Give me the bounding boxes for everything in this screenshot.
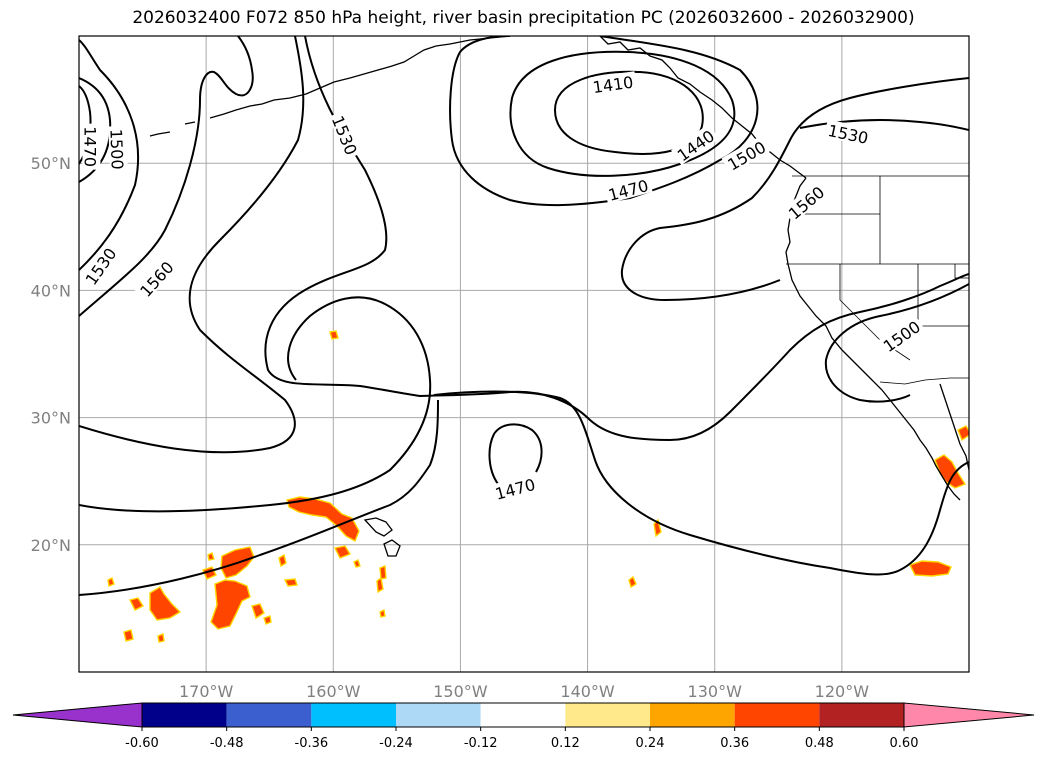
precip-blob-13 — [207, 552, 215, 561]
lon-tick-label: 140°W — [560, 682, 615, 701]
contour-label-group: 1500 — [106, 125, 128, 173]
lon-tick-label: 130°W — [688, 682, 743, 701]
colorbar-segment — [565, 703, 650, 727]
contour-label-bg — [133, 255, 178, 302]
contour-label-group: 1410 — [588, 71, 637, 97]
precip-blob-8 — [379, 564, 387, 580]
precip-blob-15 — [157, 633, 165, 643]
contour-1530-west — [79, 39, 139, 271]
contour-1560-west — [79, 36, 254, 317]
precip-blob-17 — [263, 615, 272, 625]
hawaii-main — [363, 517, 393, 537]
precip-blob-12 — [107, 577, 115, 587]
colorbar-segment — [396, 703, 481, 727]
colorbar-extend-low — [12, 702, 143, 728]
contour-1500-big — [79, 36, 305, 454]
contour-1470-south — [488, 423, 543, 485]
colorbar-tick-label: -0.36 — [295, 736, 329, 751]
contour-label-bg — [108, 125, 128, 173]
colorbar-segment — [142, 703, 227, 727]
baja-gulf-coast — [939, 383, 969, 471]
contour-label-bg — [671, 124, 720, 166]
us-mexico-border — [879, 377, 969, 385]
alaska-coast — [599, 36, 807, 179]
contour-label: 1470 — [80, 126, 99, 167]
colorbar: -0.60 -0.48 -0.36 -0.24 -0.12 0.12 0.24 0.36 0.4… — [12, 702, 1035, 751]
colorbar-segment — [480, 703, 566, 727]
precip-blob-4 — [251, 603, 265, 620]
colorbar-segment — [226, 703, 312, 727]
colorbar-segment — [650, 703, 735, 727]
colorbar-tick-label: -0.48 — [210, 736, 244, 751]
lon-tick-label: 170°W — [179, 682, 234, 701]
contour-1500-east — [824, 283, 969, 403]
latitude-tick-labels: 20°N 30°N 40°N 50°N — [31, 154, 71, 555]
precip-blob-5 — [283, 578, 298, 587]
contour-label-bg — [721, 135, 771, 174]
precip-area-hawaii-north — [286, 496, 360, 542]
colorbar-tick-label: 0.60 — [890, 736, 919, 751]
aleutian-chain — [149, 45, 437, 137]
colorbar-segment — [311, 703, 396, 727]
contour-mid-long — [264, 36, 969, 442]
california-coast — [787, 263, 961, 501]
precip-blob-3 — [128, 597, 145, 611]
colorbar-tick-label: 0.48 — [805, 736, 834, 751]
precip-area-mexico-coast — [957, 425, 969, 442]
colorbar-segment — [734, 703, 820, 727]
longitude-tick-labels: 170°W 160°W 150°W 140°W 130°W 120°W — [179, 682, 869, 701]
contour-lower-long — [79, 399, 439, 596]
contour-1500-west — [79, 77, 112, 183]
colorbar-extend-high — [903, 702, 1035, 728]
contour-label-bg — [782, 180, 830, 224]
lon-tick-label: 150°W — [433, 682, 488, 701]
lat-tick-label: 50°N — [31, 154, 71, 173]
colorbar-tick-label: 0.36 — [720, 736, 749, 751]
map-frame — [78, 35, 970, 673]
precip-area-west-2 — [149, 586, 182, 621]
lon-tick-label: 160°W — [306, 682, 361, 701]
colorbar-tick-label: 0.12 — [551, 736, 580, 751]
contour-label-bg — [603, 174, 653, 204]
colorbar-outline — [141, 702, 905, 728]
precip-blob-7 — [376, 576, 384, 594]
precip-blob-11 — [628, 575, 637, 589]
contour-label-bg — [82, 123, 101, 170]
contour-label: 1500 — [106, 129, 126, 170]
contour-1500-south — [433, 390, 969, 576]
colorbar-tick-label: -0.60 — [125, 736, 159, 751]
precip-blob-16 — [379, 608, 386, 618]
lat-tick-label: 40°N — [31, 281, 71, 300]
map-title: 2026032400 F072 850 hPa height, river ba… — [132, 8, 915, 28]
precip-area-west-1 — [210, 579, 251, 630]
contour-coast-1560 — [620, 77, 969, 302]
hawaii-big-island — [383, 539, 401, 557]
contour-label-bg — [79, 241, 121, 290]
contour-label-bg — [490, 473, 540, 503]
graticule — [79, 36, 969, 672]
state-border-az — [954, 264, 969, 279]
contour-label-group: 1470 — [80, 123, 101, 170]
contour-label-bg — [824, 119, 873, 147]
contour-label-bg — [328, 110, 363, 160]
precip-area-mexico-pacific — [909, 560, 952, 577]
lat-tick-label: 30°N — [31, 409, 71, 428]
contour-label-bg — [877, 314, 926, 356]
precip-blob-6 — [278, 553, 287, 568]
contour-1530-mid — [79, 296, 432, 513]
lat-tick-label: 20°N — [31, 536, 71, 555]
colorbar-tick-label: 0.24 — [636, 736, 665, 751]
contour-1440 — [509, 50, 736, 177]
precip-blob-14 — [329, 330, 339, 340]
lon-tick-label: 120°W — [815, 682, 870, 701]
precip-blob-1 — [333, 545, 352, 559]
precip-blob-9 — [123, 629, 134, 642]
colorbar-segment — [819, 703, 904, 727]
colorbar-tick-label: -0.24 — [379, 736, 413, 751]
contour-1410 — [553, 70, 704, 155]
colorbar-tick-label: -0.12 — [464, 736, 498, 751]
precip-blob-18 — [353, 559, 361, 568]
contour-label-bg — [588, 71, 637, 96]
